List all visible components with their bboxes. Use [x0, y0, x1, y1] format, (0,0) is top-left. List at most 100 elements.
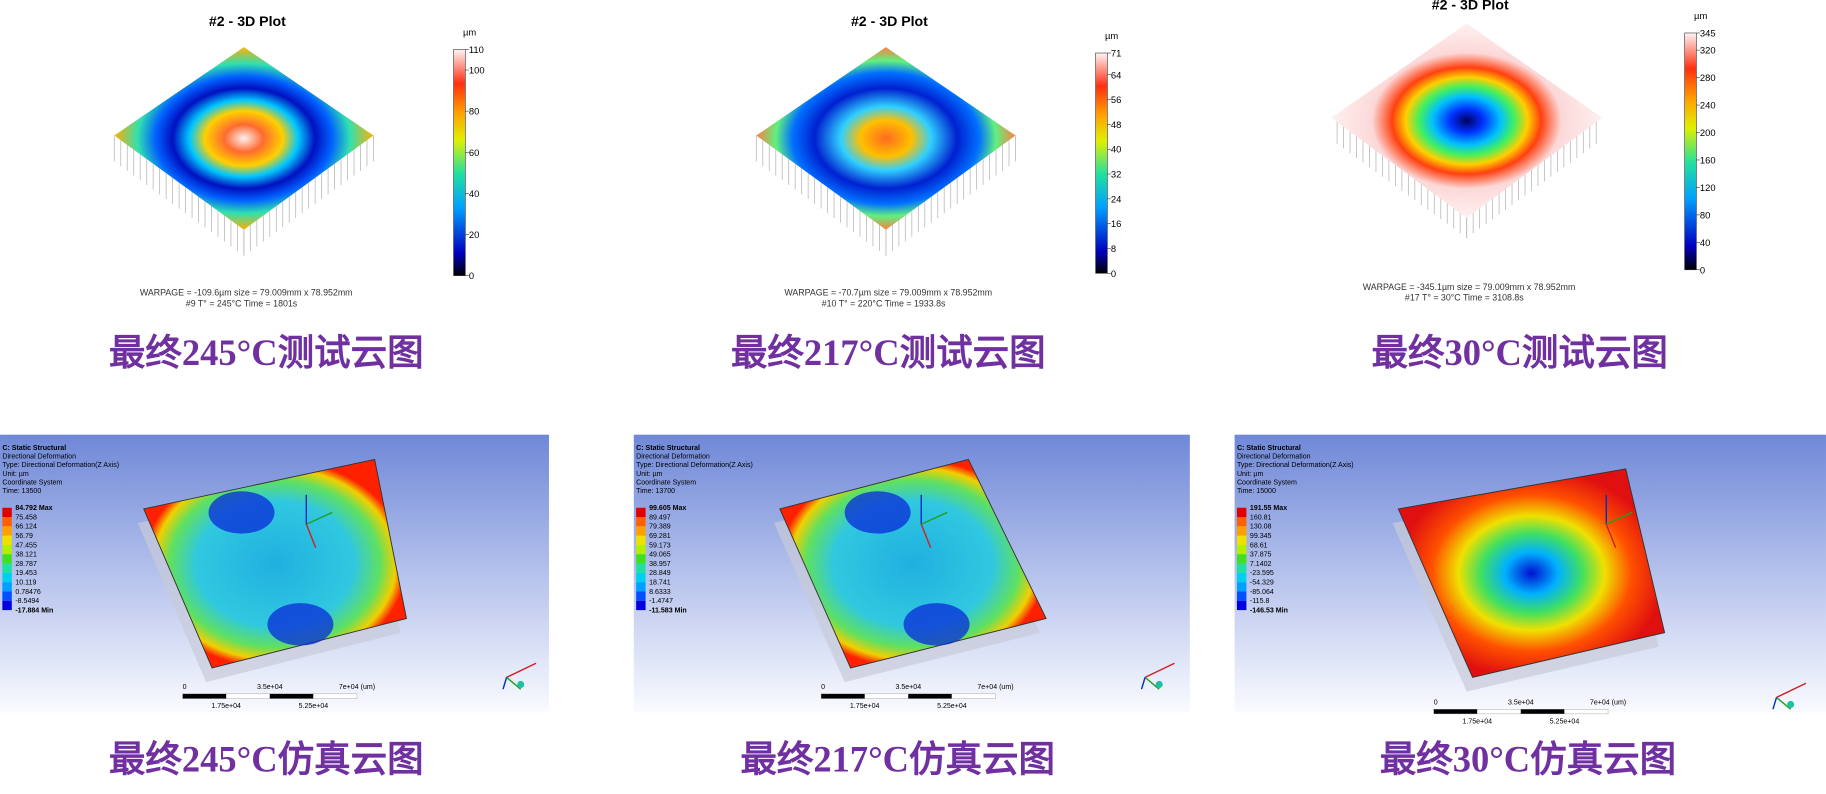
legend-swatch [1236, 517, 1247, 527]
legend-label: 79.389 [649, 524, 671, 531]
legend-label: 68.61 [1250, 542, 1268, 549]
scale-label: 0 [1434, 699, 1438, 706]
scale-label: 3.5e+04 [1508, 699, 1534, 706]
colorbar-label: 16 [1111, 218, 1121, 229]
legend-swatch [2, 507, 12, 518]
colorbar-label: 280 [1700, 72, 1716, 83]
legend-label: 99.605 Max [649, 505, 686, 512]
colorbar-label: 240 [1700, 100, 1716, 111]
legend-swatch [2, 535, 12, 545]
header-line: C: Static Structural [1237, 445, 1301, 452]
header-line: Time: 15000 [1237, 488, 1276, 495]
legend-label: 89.497 [649, 514, 671, 521]
colorbar-label: 110 [469, 44, 484, 55]
legend-swatch [2, 517, 12, 527]
colorbar [453, 49, 466, 276]
caption: 最终30°C测试云图 [1371, 332, 1667, 373]
caption: 最终217°C测试云图 [731, 332, 1046, 373]
triad-y [1776, 696, 1792, 710]
header-line: C: Static Structural [636, 445, 700, 452]
header-line: Type: Directional Deformation(Z Axis) [2, 462, 119, 469]
scale-segment [313, 693, 358, 699]
info-line: WARPAGE = -345.1µm size = 79.009mm x 78.… [1363, 282, 1576, 292]
plot-title: #2 - 3D Plot [1432, 0, 1509, 12]
triad-z [1140, 677, 1146, 690]
legend-swatch [636, 582, 646, 592]
colorbar-label: 24 [1111, 193, 1121, 204]
legend-label: 8.6333 [649, 589, 671, 596]
legend-swatch [1236, 563, 1247, 573]
legend-swatch [1236, 600, 1247, 611]
surface [756, 47, 1016, 230]
colorbar [1684, 32, 1697, 271]
colorbar-label: 48 [1111, 119, 1121, 130]
colorbar-label: 40 [1111, 144, 1121, 155]
caption: 最终217°C仿真云图 [740, 739, 1055, 780]
colorbar-label: 64 [1111, 69, 1121, 80]
legend-label: 7.1402 [1250, 561, 1272, 568]
legend-swatch [1236, 544, 1247, 555]
legend-swatch [2, 554, 12, 564]
header-line: Coordinate System [1237, 479, 1297, 486]
deformation-blob [844, 491, 911, 534]
legend-label: 130.08 [1250, 524, 1272, 531]
caption: 最终245°C测试云图 [109, 332, 424, 373]
legend-label: 19.453 [15, 570, 37, 577]
legend-swatch [1236, 591, 1247, 601]
colorbar-label: 8 [1111, 243, 1116, 254]
scale-label: 7e+04 (um) [977, 684, 1013, 691]
triad-origin [1787, 700, 1795, 709]
caption: 最终30°C仿真云图 [1380, 739, 1676, 780]
triad-z [502, 677, 508, 690]
scale-segment [1564, 709, 1609, 715]
info-line: #9 T° = 245°C Time = 1801s [186, 298, 298, 308]
colorbar-label: 80 [1700, 209, 1710, 220]
legend-label: 84.792 Max [15, 505, 52, 512]
plot-title: #2 - 3D Plot [851, 13, 928, 29]
colorbar-label: 71 [1111, 48, 1121, 59]
scale-segment [1520, 709, 1565, 715]
legend-swatch [2, 544, 12, 555]
legend-swatch [2, 600, 12, 611]
colorbar-unit: µm [1694, 10, 1707, 21]
deformation-blob [267, 603, 334, 646]
colorbar-label: 40 [469, 188, 479, 199]
deformation-blob [903, 603, 970, 646]
legend-swatch [636, 572, 646, 583]
axis-x [920, 511, 948, 525]
legend-swatch [636, 554, 646, 564]
scale-segment [182, 693, 227, 699]
legend-label: 56.79 [15, 533, 33, 540]
axis-y [1605, 523, 1617, 549]
legend-label: 28.849 [649, 570, 671, 577]
header-line: Time: 13500 [2, 488, 41, 495]
surface [1331, 23, 1603, 218]
legend-label: -85.064 [1250, 589, 1274, 596]
plate [1397, 468, 1666, 678]
colorbar [1095, 52, 1108, 274]
colorbar-label: 0 [469, 270, 474, 281]
legend-label: -11.583 Min [649, 607, 687, 614]
colorbar-label: 320 [1700, 45, 1716, 56]
deformation-blob [208, 491, 275, 534]
info-line: WARPAGE = -109.6µm size = 79.009mm x 78.… [140, 288, 353, 298]
scale-label: 1.75e+04 [1462, 718, 1492, 725]
scale-segment [864, 693, 909, 699]
colorbar-label: 200 [1700, 127, 1716, 138]
header-line: Coordinate System [2, 479, 62, 486]
colorbar-label: 0 [1111, 268, 1116, 279]
legend-label: 59.173 [649, 542, 671, 549]
colorbar-unit: µm [463, 26, 476, 37]
legend-label: 28.787 [15, 561, 37, 568]
caption: 最终245°C仿真云图 [109, 739, 424, 780]
scale-label: 5.25e+04 [937, 703, 967, 710]
scale-label: 0 [183, 684, 187, 691]
scale-segment [269, 693, 314, 699]
header-line: Directional Deformation [2, 454, 76, 461]
colorbar-unit: µm [1105, 30, 1118, 41]
scale-segment [226, 693, 270, 699]
scale-label: 5.25e+04 [299, 703, 329, 710]
axis-y [920, 523, 932, 549]
legend-swatch [2, 563, 12, 573]
header-line: Coordinate System [636, 479, 696, 486]
